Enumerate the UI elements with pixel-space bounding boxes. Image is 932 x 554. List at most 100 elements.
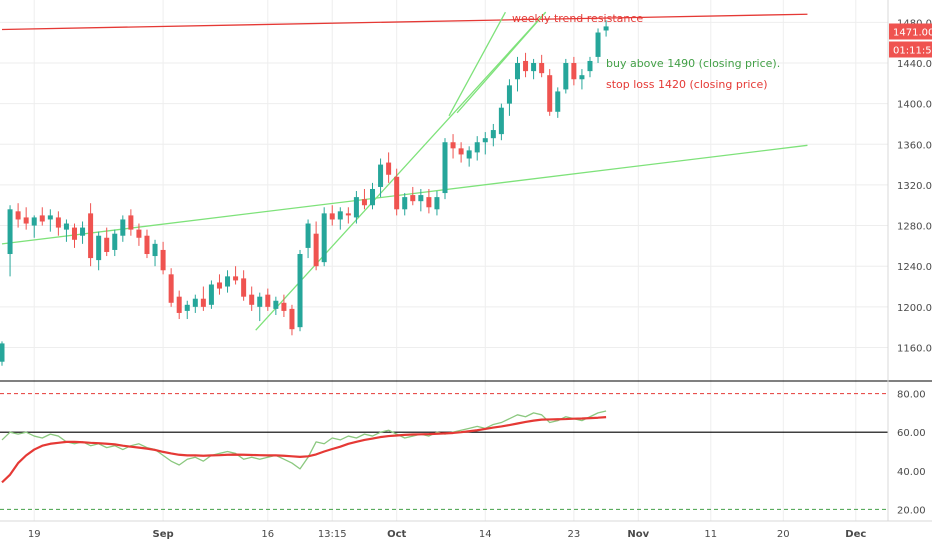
candle-body[interactable] bbox=[265, 294, 271, 307]
candle-body[interactable] bbox=[321, 213, 327, 263]
candle-body[interactable] bbox=[337, 211, 343, 220]
candle-body[interactable] bbox=[208, 284, 214, 305]
candle-body[interactable] bbox=[0, 343, 5, 362]
resistance-line[interactable] bbox=[1, 13, 808, 31]
candle-body[interactable] bbox=[434, 197, 440, 210]
stop-loss-note[interactable]: stop loss 1420 (closing price) bbox=[606, 78, 768, 91]
steep-support-line[interactable] bbox=[255, 11, 547, 331]
candle-body[interactable] bbox=[442, 142, 448, 194]
candle-body[interactable] bbox=[305, 223, 311, 248]
candle-body[interactable] bbox=[603, 26, 609, 31]
candle-body[interactable] bbox=[490, 130, 496, 139]
candle-body[interactable] bbox=[361, 199, 367, 206]
candle-body[interactable] bbox=[506, 85, 512, 104]
candle-body[interactable] bbox=[289, 308, 295, 330]
candle-body[interactable] bbox=[55, 217, 61, 228]
buy-note[interactable]: buy above 1490 (closing price). bbox=[606, 57, 780, 70]
candle-body[interactable] bbox=[498, 107, 504, 135]
last-price-badge bbox=[889, 23, 932, 40]
candle-body[interactable] bbox=[353, 197, 359, 218]
candles-layer[interactable] bbox=[0, 20, 609, 366]
short-support-line-2[interactable] bbox=[456, 11, 547, 114]
candle-body[interactable] bbox=[7, 209, 13, 255]
candle-body[interactable] bbox=[128, 215, 134, 230]
candle-body[interactable] bbox=[88, 213, 94, 259]
candle-body[interactable] bbox=[192, 298, 198, 307]
y-tick-label: 1280.00 bbox=[897, 222, 932, 233]
candle-body[interactable] bbox=[531, 62, 537, 72]
candle-body[interactable] bbox=[523, 60, 529, 72]
y-tick-label: 1440.00 bbox=[897, 59, 932, 70]
candle-body[interactable] bbox=[168, 274, 174, 303]
rsi-panel[interactable] bbox=[0, 393, 888, 510]
candle-body[interactable] bbox=[184, 304, 190, 311]
rsi-moving-average[interactable] bbox=[1, 416, 607, 484]
candle-body[interactable] bbox=[579, 75, 585, 80]
candle-body[interactable] bbox=[249, 294, 255, 305]
candle-body[interactable] bbox=[281, 302, 287, 311]
candle-body[interactable] bbox=[555, 91, 561, 112]
candle-body[interactable] bbox=[418, 195, 424, 202]
candle-body[interactable] bbox=[595, 32, 601, 57]
candle-body[interactable] bbox=[386, 162, 392, 175]
candle-body[interactable] bbox=[514, 62, 520, 80]
candle-body[interactable] bbox=[233, 276, 239, 281]
candle-body[interactable] bbox=[241, 278, 247, 297]
candle-body[interactable] bbox=[104, 237, 110, 252]
candle-body[interactable] bbox=[39, 215, 45, 222]
candle-body[interactable] bbox=[402, 197, 408, 210]
rsi-tick-label: 20.00 bbox=[897, 505, 926, 516]
candle-body[interactable] bbox=[273, 300, 279, 309]
candle-body[interactable] bbox=[458, 148, 464, 155]
candle-body[interactable] bbox=[410, 195, 416, 202]
weekly-trend-resistance[interactable]: weekly trend resistance bbox=[512, 12, 643, 25]
candle-body[interactable] bbox=[257, 296, 263, 307]
countdown-badge bbox=[889, 41, 932, 58]
candle-body[interactable] bbox=[378, 164, 384, 187]
candle-body[interactable] bbox=[482, 138, 488, 143]
candle-body[interactable] bbox=[96, 235, 102, 261]
candle-body[interactable] bbox=[63, 223, 69, 230]
candle-body[interactable] bbox=[112, 233, 118, 250]
countdown-label: 01:11:55 bbox=[893, 45, 932, 56]
short-support-line-1[interactable] bbox=[448, 11, 506, 117]
candle-body[interactable] bbox=[47, 215, 53, 220]
candle-body[interactable] bbox=[297, 254, 303, 328]
y-tick-label: 1360.00 bbox=[897, 140, 932, 151]
rsi-line[interactable] bbox=[1, 410, 607, 470]
candle-body[interactable] bbox=[80, 227, 86, 236]
candle-body[interactable] bbox=[120, 219, 126, 236]
candle-body[interactable] bbox=[370, 188, 376, 206]
candle-body[interactable] bbox=[329, 213, 335, 220]
candle-body[interactable] bbox=[587, 60, 593, 72]
last-price-label: 1471.00 bbox=[893, 27, 932, 38]
candle-body[interactable] bbox=[225, 276, 231, 287]
candle-body[interactable] bbox=[71, 227, 77, 240]
candle-body[interactable] bbox=[474, 142, 480, 153]
candle-body[interactable] bbox=[345, 213, 351, 216]
candle-body[interactable] bbox=[394, 176, 400, 210]
rsi-tick-label: 40.00 bbox=[897, 467, 926, 478]
candle-body[interactable] bbox=[176, 296, 182, 313]
candle-body[interactable] bbox=[15, 211, 21, 220]
candle-body[interactable] bbox=[160, 249, 166, 271]
candle-body[interactable] bbox=[426, 197, 432, 208]
candle-body[interactable] bbox=[450, 142, 456, 149]
candle-body[interactable] bbox=[144, 235, 150, 255]
candle-body[interactable] bbox=[31, 217, 37, 226]
candle-body[interactable] bbox=[136, 229, 142, 238]
candle-body[interactable] bbox=[563, 62, 569, 90]
candle-body[interactable] bbox=[200, 298, 206, 307]
candle-body[interactable] bbox=[216, 282, 222, 289]
candle-body[interactable] bbox=[539, 62, 545, 74]
candle-body[interactable] bbox=[313, 233, 319, 267]
candle-body[interactable] bbox=[547, 75, 553, 112]
annotation-layer[interactable]: weekly trend resistance buy above 1490 (c… bbox=[512, 12, 780, 91]
candle-body[interactable] bbox=[23, 217, 29, 224]
candle-body[interactable] bbox=[571, 62, 577, 80]
x-tick-label: 11 bbox=[704, 529, 717, 540]
candle-body[interactable] bbox=[152, 243, 158, 257]
candle-body[interactable] bbox=[466, 150, 472, 159]
